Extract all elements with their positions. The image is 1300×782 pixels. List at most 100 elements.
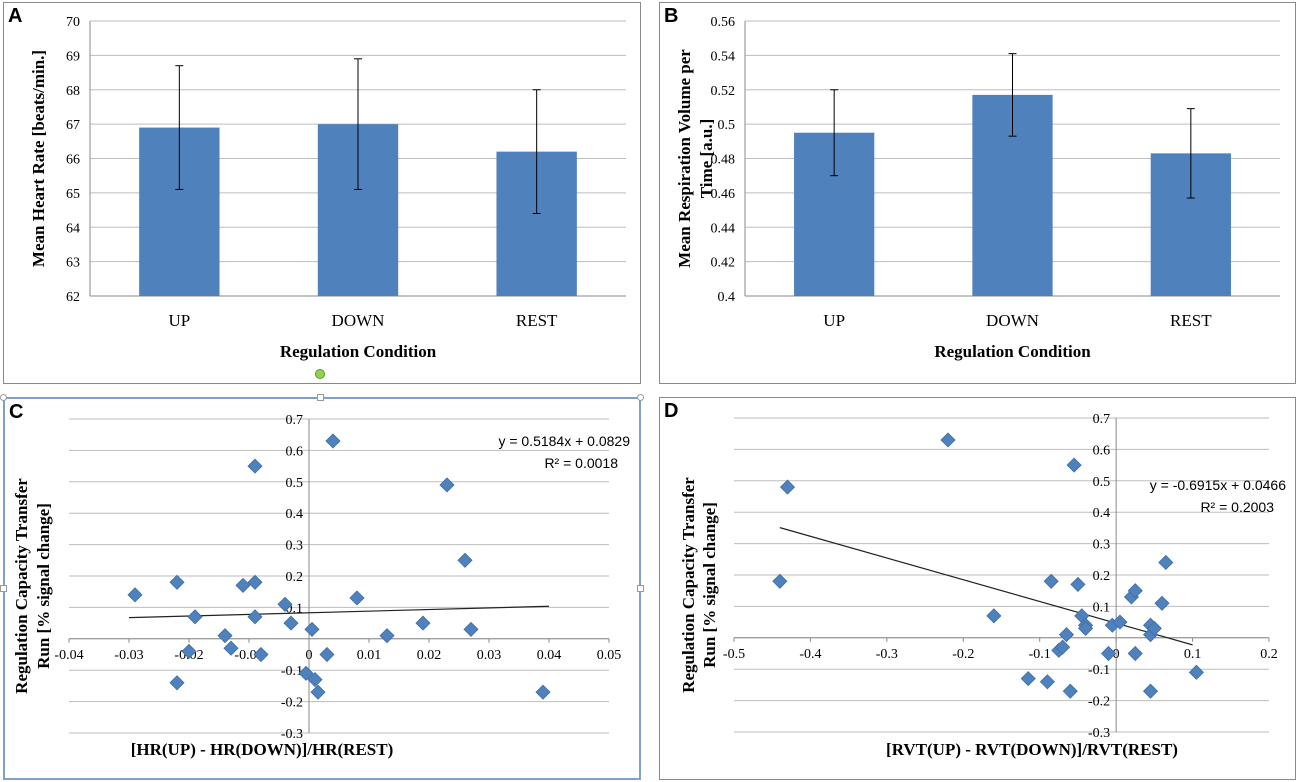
data-point	[277, 596, 293, 612]
x-tick-label: 0.04	[537, 648, 562, 663]
resize-handle-right[interactable]	[637, 585, 644, 592]
data-point	[1188, 664, 1204, 680]
rotate-handle[interactable]	[315, 369, 325, 379]
panel-label-c: C	[9, 401, 24, 423]
y-tick-label: -0.1	[281, 664, 303, 679]
y-tick-label: 0.4	[286, 507, 304, 522]
data-point	[187, 609, 203, 625]
data-point	[217, 628, 233, 644]
y-tick-label: 69	[66, 49, 80, 64]
y-tick-label: -0.1	[1088, 663, 1110, 678]
data-point	[463, 621, 479, 637]
x-category-label: UP	[823, 311, 845, 330]
data-point	[439, 477, 455, 493]
data-point	[304, 621, 320, 637]
y-tick-label: 0.4	[1093, 506, 1111, 521]
data-point	[415, 615, 431, 631]
x-tick-label: 0.03	[477, 648, 502, 663]
resize-handle-left[interactable]	[0, 585, 7, 592]
data-point	[223, 640, 239, 656]
y-tick-label: -0.3	[281, 727, 303, 742]
y-tick-label: 0.3	[1093, 538, 1111, 553]
y-tick-label: 70	[66, 15, 80, 30]
data-point	[253, 646, 269, 663]
y-tick-label: 62	[66, 290, 80, 305]
y-tick-label: 0.46	[711, 187, 736, 202]
data-point	[986, 608, 1002, 624]
y-axis-title-line2: Run [% signal change]	[700, 502, 719, 668]
data-point	[379, 628, 395, 644]
resize-handle-top-right[interactable]	[637, 394, 644, 401]
y-tick-label: 0.5	[1093, 475, 1111, 490]
chart-b-svg: 0.4 0.42 0.44 0.46 0.48 0.5 0.52 0.54 0.56 UP DOWN…	[675, 15, 1280, 361]
chart-d-svg: -0.3 -0.2 -0.1 0.1 0.2 0.3 0.4 0.5 0.6 0.7 -0.5 -0.…	[679, 412, 1286, 759]
data-point	[127, 587, 143, 603]
y-tick-label: 0.7	[286, 413, 304, 428]
y-tick-label: 68	[66, 84, 80, 99]
y-tick-label: 63	[66, 256, 80, 271]
panel-label-b: B	[664, 5, 679, 27]
x-tick-label: 0	[1113, 647, 1120, 662]
y-tick-label: -0.2	[281, 696, 303, 711]
resize-handle-top-left[interactable]	[0, 394, 7, 401]
data-point	[1039, 674, 1055, 690]
x-category-label: DOWN	[332, 311, 385, 330]
y-tick-label: 0.44	[711, 221, 736, 236]
r-squared-label: R² = 0.0018	[544, 455, 618, 471]
panel-a-heart-rate-chart: 62 63 64 65 66 67 68 69 70 UP DOWN REST Regulation C…	[3, 2, 641, 384]
data-point	[1066, 457, 1082, 473]
y-tick-label: 67	[66, 118, 80, 133]
x-category-label: DOWN	[986, 311, 1039, 330]
x-tick-label: 0.2	[1260, 647, 1278, 662]
x-tick-label: -0.3	[876, 647, 898, 662]
data-point	[779, 479, 796, 495]
data-point	[1062, 683, 1078, 699]
y-axis-title-line2: Run [% signal change]	[34, 503, 53, 669]
x-tick-label: 0.1	[1184, 647, 1202, 662]
x-tick-label: -0.01	[234, 648, 263, 663]
data-point	[1112, 614, 1128, 630]
y-tick-label: -0.3	[1088, 726, 1110, 741]
data-point	[319, 646, 335, 663]
data-point	[1078, 620, 1094, 636]
x-axis-title: [HR(UP) - HR(DOWN)]/HR(REST)	[131, 740, 394, 759]
y-tick-label: 0.54	[711, 49, 736, 64]
data-point	[247, 609, 263, 625]
y-tick-label: -0.2	[1088, 695, 1110, 710]
y-tick-label: 0.6	[286, 444, 304, 459]
x-tick-label: -0.04	[54, 648, 83, 663]
y-axis-title-line1: Mean Respiration Volume per	[675, 49, 694, 268]
data-point	[1055, 639, 1071, 655]
y-axis-title-line2: Time [a.u.]	[697, 119, 716, 199]
data-point	[181, 643, 197, 659]
data-point	[1127, 645, 1143, 662]
y-tick-label: 0.3	[286, 539, 304, 554]
panel-d-rvt-scatter-chart: -0.3 -0.2 -0.1 0.1 0.2 0.3 0.4 0.5 0.6 0.7 -0.5 -0.…	[659, 397, 1296, 780]
x-tick-label: -0.5	[723, 647, 745, 662]
y-tick-label: 64	[66, 221, 80, 236]
y-tick-label: 0.2	[286, 570, 304, 585]
data-point	[1154, 595, 1170, 611]
data-point	[169, 574, 185, 590]
data-point	[940, 432, 956, 448]
chart-a-svg: 62 63 64 65 66 67 68 69 70 UP DOWN REST Regulation C…	[29, 15, 626, 361]
x-tick-label: 0.02	[417, 648, 442, 663]
trendline	[779, 527, 1193, 646]
y-tick-label: 0.5	[718, 118, 736, 133]
data-point	[235, 577, 251, 593]
panel-c-hr-scatter-chart[interactable]: -0.3 -0.2 -0.1 0.1 0.2 0.3 0.4 0.5 0.6 0.7 -0.04 -0…	[3, 397, 641, 780]
data-point	[283, 615, 299, 631]
y-tick-label: 66	[66, 153, 80, 168]
y-tick-label: 65	[66, 187, 80, 202]
y-tick-label: 0.48	[711, 153, 736, 168]
data-point	[1142, 683, 1159, 699]
x-category-label: REST	[1170, 311, 1212, 330]
data-point	[169, 675, 185, 691]
resize-handle-top[interactable]	[317, 394, 324, 401]
x-tick-label: -0.1	[1029, 647, 1051, 662]
x-tick-label: -0.03	[114, 648, 143, 663]
data-point	[1158, 554, 1174, 571]
x-axis-title: Regulation Condition	[934, 342, 1091, 361]
data-point	[1020, 671, 1036, 687]
regression-equation: y = -0.6915x + 0.0466	[1150, 477, 1286, 493]
